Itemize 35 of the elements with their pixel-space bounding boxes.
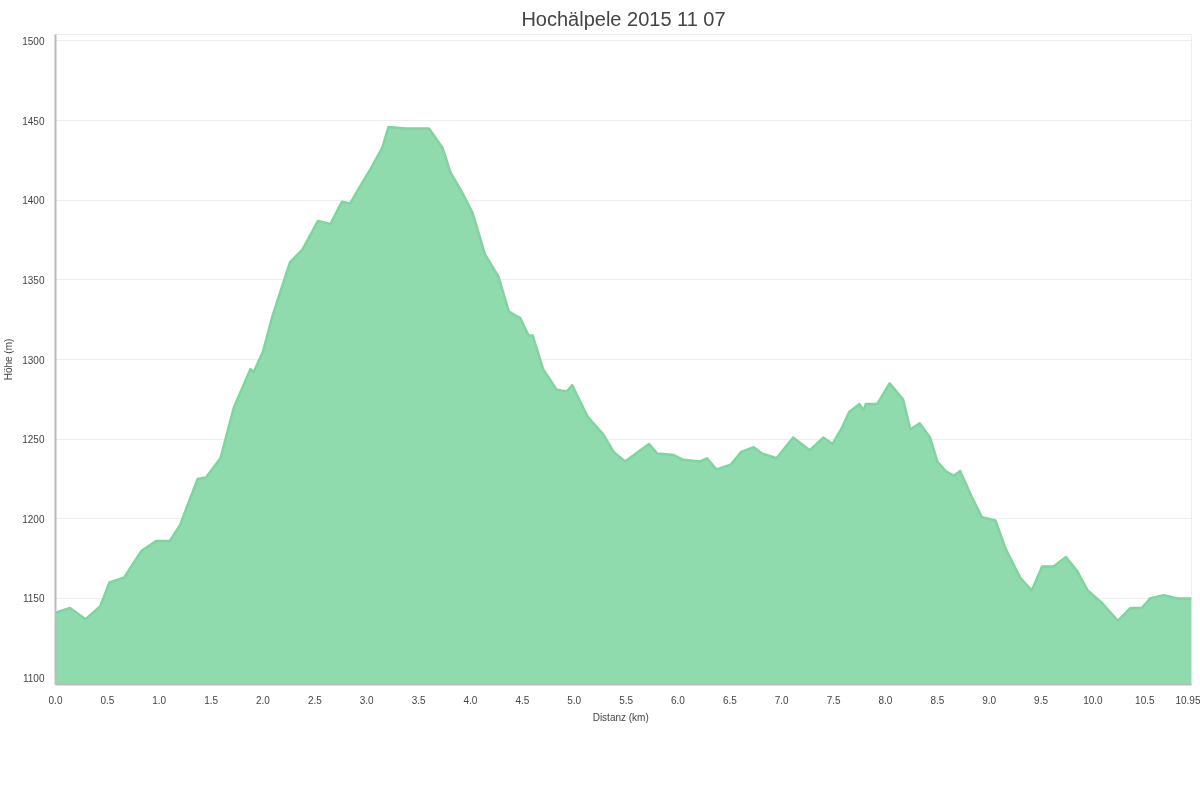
x-tick-label: 6.5 xyxy=(722,694,738,706)
y-tick-label: 1500 xyxy=(22,35,45,47)
x-tick-label: 7.0 xyxy=(774,694,790,706)
x-tick-label: 8.5 xyxy=(930,694,945,706)
x-tick-label: 1.5 xyxy=(204,694,219,706)
y-tick-label: 1450 xyxy=(22,115,45,127)
x-axis-title: Distanz (km) xyxy=(592,711,649,723)
x-tick-label: 4.5 xyxy=(515,694,530,706)
x-tick-label: 7.5 xyxy=(826,694,841,706)
x-tick-label: 10.0 xyxy=(1083,694,1104,706)
y-tick-label: 1250 xyxy=(22,434,45,446)
x-tick-label: 2.5 xyxy=(307,694,323,706)
y-tick-label: 1350 xyxy=(22,274,45,286)
y-tick-label: 1300 xyxy=(22,354,45,366)
x-tick-label: 1.0 xyxy=(152,694,167,706)
x-tick-label: 3.0 xyxy=(359,694,375,706)
x-tick-label: 10.5 xyxy=(1135,694,1155,706)
x-tick-label: 6.0 xyxy=(671,694,686,706)
y-axis-title: Höhe (m) xyxy=(3,338,15,381)
x-tick-label: 5.5 xyxy=(619,694,634,706)
x-tick-label: 0.5 xyxy=(100,694,115,706)
y-tick-label: 1100 xyxy=(23,673,45,685)
x-tick-label: 9.0 xyxy=(982,694,997,706)
x-tick-label: 2.0 xyxy=(256,694,271,706)
y-tick-label: 1200 xyxy=(22,513,45,525)
y-tick-label: 1150 xyxy=(23,593,45,605)
y-tick-label: 1400 xyxy=(22,195,45,207)
x-tick-label: 0.0 xyxy=(48,694,63,706)
x-tick-label: 10.95 xyxy=(1175,694,1200,706)
x-tick-label: 4.0 xyxy=(463,694,478,706)
x-tick-label: 3.5 xyxy=(411,694,426,706)
chart-title: Hochälpele 2015 11 07 xyxy=(521,7,726,30)
x-tick-label: 9.5 xyxy=(1034,694,1049,706)
x-tick-label: 8.0 xyxy=(878,694,893,706)
x-tick-label: 5.0 xyxy=(567,694,582,706)
